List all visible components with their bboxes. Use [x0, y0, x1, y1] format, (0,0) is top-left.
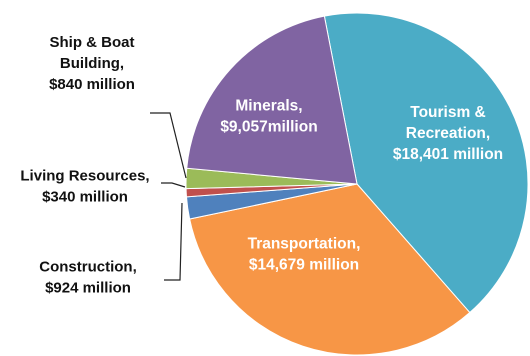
- slice-label-line: Ship & Boat: [50, 34, 135, 51]
- slice-label-tourism-and-recreation: Tourism & Recreation, $18,401 million: [393, 104, 503, 163]
- leader-line-construction: [164, 202, 183, 281]
- pie-slice-minerals: [186, 15, 358, 185]
- slice-label-line: Minerals,: [235, 98, 302, 115]
- slice-label-line: $340 million: [42, 189, 128, 206]
- slice-label-line: $9,057million: [220, 119, 317, 136]
- slice-label-line: Recreation,: [406, 125, 490, 142]
- slice-label-line: Building,: [60, 55, 124, 72]
- slice-label-line: $924 million: [45, 280, 131, 297]
- pie-slice-transportation: [189, 183, 471, 356]
- pie-slices: [185, 12, 529, 356]
- slice-label-line: $18,401 million: [393, 146, 503, 163]
- slice-label-transportation: Transportation, $14,679 million: [248, 236, 361, 274]
- slice-label-line: Transportation,: [248, 236, 361, 253]
- slice-label-construction: Construction, $924 million: [39, 259, 137, 297]
- leader-lines: [150, 112, 187, 281]
- leader-line-ship-and-boat-building: [150, 112, 187, 179]
- slice-label-line: Construction,: [39, 259, 137, 276]
- pie-slice-tourism-and-recreation: [323, 12, 529, 314]
- slice-labels: Tourism & Recreation, $18,401 million Trans…: [20, 34, 503, 297]
- slice-label-line: Tourism &: [410, 104, 486, 121]
- slice-label-living-resources: Living Resources, $340 million: [20, 168, 149, 206]
- leader-line-living-resources: [161, 182, 186, 188]
- slice-label-line: Living Resources,: [20, 168, 149, 185]
- slice-label-ship-and-boat-building: Ship & Boat Building, $840 million: [49, 34, 135, 93]
- slice-label-minerals: Minerals, $9,057million: [220, 98, 317, 136]
- slice-label-line: $14,679 million: [249, 257, 359, 274]
- slice-label-line: $840 million: [49, 76, 135, 93]
